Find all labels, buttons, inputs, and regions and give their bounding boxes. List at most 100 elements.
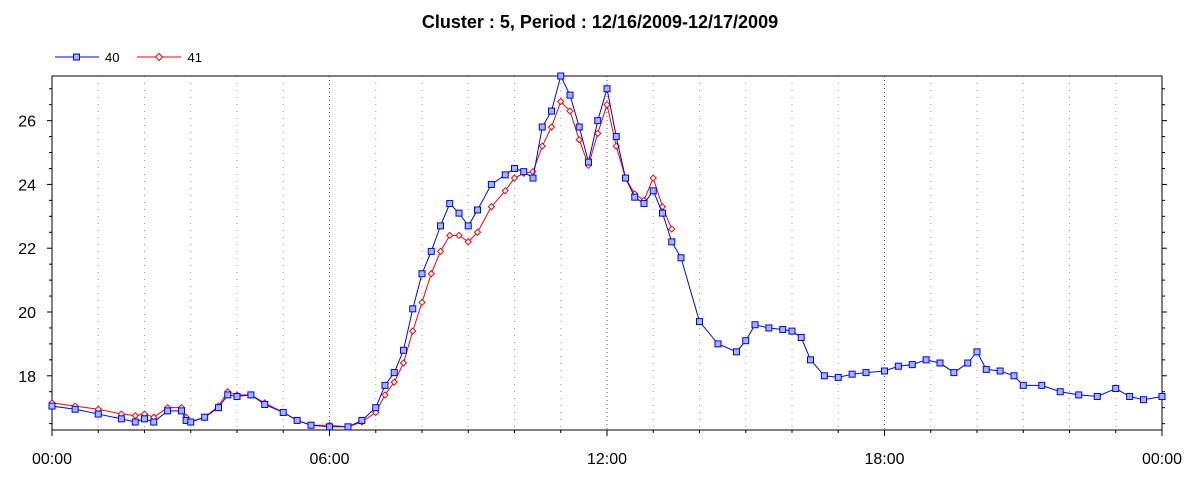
series-point-40 xyxy=(307,421,315,429)
series-point-40 xyxy=(982,365,990,373)
series-point-40 xyxy=(566,91,574,99)
series-point-40 xyxy=(344,423,352,431)
series-point-41 xyxy=(566,107,574,115)
series-point-40 xyxy=(293,416,301,424)
series-point-40 xyxy=(964,359,972,367)
series-point-41 xyxy=(473,228,482,236)
series-point-40 xyxy=(409,305,417,313)
series-point-40 xyxy=(894,362,902,370)
series-line-41 xyxy=(52,100,673,428)
series-point-40 xyxy=(779,326,787,334)
series-point-40 xyxy=(714,340,722,348)
series-point-40 xyxy=(48,402,56,410)
series-point-40 xyxy=(390,369,398,377)
series-point-40 xyxy=(71,405,79,413)
series-point-40 xyxy=(1140,396,1147,404)
series-point-40 xyxy=(141,415,148,423)
series-point-41 xyxy=(603,100,611,109)
series-point-40 xyxy=(820,372,828,380)
series-point-40 xyxy=(1038,381,1046,389)
series-point-41 xyxy=(529,167,537,176)
series-point-40 xyxy=(936,359,944,367)
series-point-40 xyxy=(696,318,703,326)
series-point-41 xyxy=(547,123,556,131)
series-point-40 xyxy=(474,206,481,214)
series-point-40 xyxy=(649,187,657,195)
series-point-40 xyxy=(1075,391,1083,399)
series-point-41 xyxy=(399,359,408,367)
series-point-40 xyxy=(594,117,602,125)
series-point-40 xyxy=(261,400,269,408)
series-point-41 xyxy=(668,225,676,233)
series-point-40 xyxy=(94,410,102,418)
series-point-40 xyxy=(765,324,773,332)
series-point-40 xyxy=(1010,372,1018,380)
series-point-40 xyxy=(150,418,158,426)
series-point-40 xyxy=(557,72,565,80)
series-point-40 xyxy=(797,334,805,342)
series-point-41 xyxy=(501,187,509,195)
series-point-40 xyxy=(973,348,981,356)
series-point-40 xyxy=(326,423,333,431)
series-point-40 xyxy=(668,238,676,246)
series-point-40 xyxy=(215,404,222,412)
series-point-40 xyxy=(187,418,195,426)
series-point-40 xyxy=(575,123,583,131)
series-point-40 xyxy=(520,168,528,176)
series-point-40 xyxy=(834,373,842,381)
series-point-41 xyxy=(487,203,496,211)
chart-title: Cluster : 5, Period : 12/16/2009-12/17/2… xyxy=(421,12,779,32)
series-point-40 xyxy=(400,346,407,354)
series-point-40 xyxy=(131,418,139,426)
y-tick-label: 24 xyxy=(18,177,36,194)
series-point-40 xyxy=(603,85,611,93)
series-point-40 xyxy=(178,407,185,415)
x-tick-label: 00:00 xyxy=(1142,451,1182,468)
series-point-41 xyxy=(446,231,454,240)
y-tick-label: 18 xyxy=(18,369,36,386)
series-point-41 xyxy=(594,129,602,138)
series-point-40 xyxy=(418,270,426,278)
legend-swatch-41 xyxy=(137,52,182,62)
series-point-41 xyxy=(557,97,565,106)
series-point-40 xyxy=(631,193,639,201)
series-point-40 xyxy=(201,413,209,421)
legend-swatch-40 xyxy=(55,53,99,61)
series-point-41 xyxy=(381,391,389,399)
series-point-40 xyxy=(1126,393,1134,401)
series-point-40 xyxy=(372,404,380,412)
series-point-40 xyxy=(659,209,666,217)
series-point-41 xyxy=(510,174,519,182)
chart-legend: 40 41 xyxy=(55,48,220,66)
series-point-40 xyxy=(733,348,740,356)
series-point-40 xyxy=(1019,381,1027,389)
legend-item-40: 40 xyxy=(55,50,119,65)
series-point-40 xyxy=(247,391,255,399)
x-tick-label: 12:00 xyxy=(587,451,627,468)
series-point-41 xyxy=(409,327,417,335)
legend-label-41: 41 xyxy=(187,49,202,65)
series-point-40 xyxy=(164,407,172,415)
series-point-40 xyxy=(996,367,1004,375)
series-point-40 xyxy=(381,381,389,389)
series-point-40 xyxy=(427,247,435,255)
x-tick-label: 18:00 xyxy=(864,451,904,468)
series-point-40 xyxy=(548,107,555,115)
series-point-41 xyxy=(436,247,445,256)
series-point-40 xyxy=(455,209,463,217)
series-point-40 xyxy=(881,367,888,375)
series-point-41 xyxy=(131,411,139,420)
series-point-40 xyxy=(788,327,796,335)
series-point-40 xyxy=(358,416,366,424)
series-point-40 xyxy=(279,408,287,416)
series-point-40 xyxy=(807,356,814,364)
series-point-40 xyxy=(117,415,125,423)
series-point-40 xyxy=(1056,388,1064,396)
series-point-41 xyxy=(464,238,472,246)
series-point-40 xyxy=(224,391,232,399)
series-point-40 xyxy=(487,180,495,188)
series-point-41 xyxy=(455,231,463,240)
series-point-40 xyxy=(233,393,241,401)
series-point-40 xyxy=(1112,385,1120,393)
